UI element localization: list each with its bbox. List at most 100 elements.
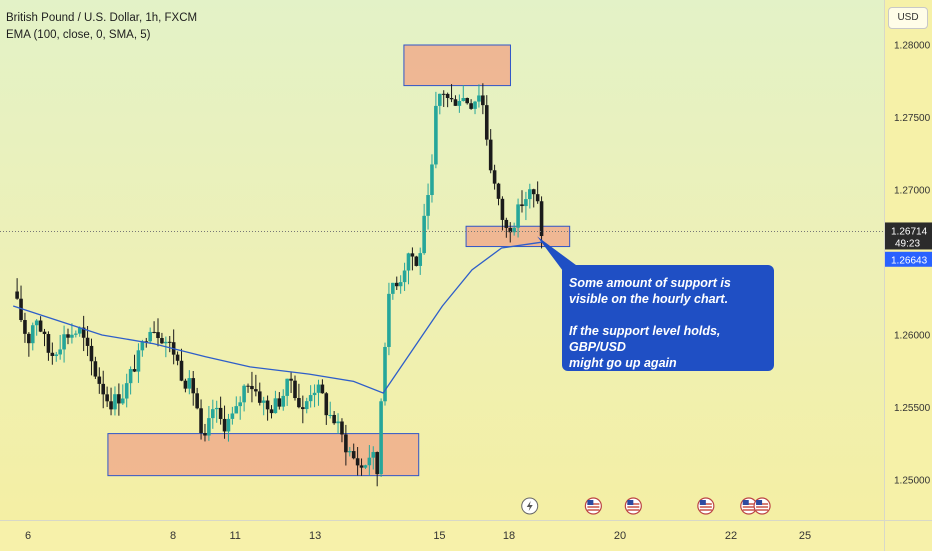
candle-body — [379, 401, 383, 475]
candle-body — [457, 100, 462, 106]
candle-body — [15, 291, 19, 299]
us-flag-canton — [627, 500, 634, 505]
candle-body — [441, 93, 446, 95]
candle-body — [344, 434, 348, 453]
candle-body — [445, 93, 450, 99]
chart-title[interactable]: British Pound / U.S. Dollar, 1h, FXCM — [6, 12, 198, 24]
candle-body — [238, 402, 242, 407]
candle-body — [257, 391, 262, 403]
x-tick-label: 25 — [799, 530, 811, 542]
candle-body — [58, 349, 62, 355]
candle-body — [449, 98, 454, 100]
candle-body — [293, 380, 297, 399]
candle-body — [539, 201, 544, 237]
lightning-icon-glyph — [526, 501, 533, 511]
countdown-label: 49:23 — [895, 238, 920, 249]
candle-body — [105, 394, 109, 402]
y-tick-label: 1.27000 — [894, 186, 931, 197]
candle-body — [426, 195, 430, 216]
candle-body — [304, 401, 309, 410]
y-tick-label: 1.26000 — [894, 331, 931, 342]
candle-body — [520, 204, 524, 207]
candle-body — [289, 378, 293, 381]
callout-line-1: Some amount of support is — [569, 276, 731, 290]
candle-body — [500, 198, 505, 220]
ema-value-label: 1.26643 — [891, 255, 928, 266]
candle-body — [124, 383, 129, 399]
candle-body — [30, 325, 35, 344]
candle-body — [101, 383, 106, 395]
candle-body — [430, 164, 434, 196]
y-tick-label: 1.25500 — [894, 403, 931, 414]
candle-body — [398, 282, 403, 287]
candle-body — [191, 378, 196, 394]
candle-body — [23, 320, 27, 334]
us-flag-canton — [587, 500, 594, 505]
candle-body — [152, 331, 156, 333]
candle-body — [128, 369, 133, 384]
candle-body — [42, 331, 47, 335]
candle-body — [136, 350, 141, 372]
candle-body — [496, 183, 501, 199]
candle-body — [167, 341, 172, 343]
x-tick-label: 18 — [503, 530, 515, 542]
candle-body — [481, 95, 485, 106]
candle-body — [281, 395, 286, 407]
candle-body — [351, 451, 356, 459]
candle-body — [261, 400, 266, 403]
candle-body — [179, 360, 184, 381]
x-tick-label: 13 — [309, 530, 321, 542]
candle-body — [113, 394, 117, 410]
candle-body — [316, 384, 321, 393]
candle-body — [140, 341, 145, 351]
currency-badge[interactable]: USD — [888, 7, 928, 29]
candle-body — [109, 401, 113, 410]
candle-body — [394, 282, 399, 287]
x-tick-label: 11 — [229, 530, 240, 542]
candle-body — [488, 139, 493, 171]
candle-body — [144, 341, 149, 343]
candle-body — [156, 332, 160, 339]
candle-body — [383, 346, 387, 402]
candle-body — [320, 384, 325, 394]
candle-body — [347, 451, 352, 453]
candle-body — [273, 398, 278, 414]
candle-body — [434, 105, 438, 165]
candle-body — [367, 457, 372, 466]
candle-body — [34, 320, 39, 326]
candle-body — [387, 293, 391, 347]
candle-body — [218, 407, 223, 419]
candle-body — [391, 282, 395, 294]
candle-body — [492, 170, 497, 184]
last-price-label: 1.26714 — [891, 226, 928, 237]
us-flag-canton — [742, 500, 749, 505]
callout-line-2: visible on the hourly chart. — [569, 292, 729, 306]
indicator-legend[interactable]: EMA (100, close, 0, SMA, 5) — [6, 29, 151, 41]
callout-line-4: might go up again — [569, 356, 677, 370]
candle-body — [117, 394, 121, 404]
candle-body — [265, 400, 270, 410]
candle-body — [453, 99, 458, 106]
candle-body — [363, 465, 368, 468]
candle-body — [504, 219, 509, 228]
candle-body — [81, 327, 86, 338]
candle-body — [160, 338, 164, 344]
candle-body — [120, 398, 125, 404]
candle-body — [234, 406, 239, 414]
candle-body — [97, 376, 102, 384]
time-axis[interactable] — [0, 520, 884, 551]
candle-body — [359, 465, 364, 468]
candle-body — [207, 418, 211, 436]
support-resistance-zone-0 — [107, 433, 420, 477]
x-tick-label: 22 — [725, 530, 737, 542]
candle-body — [473, 101, 477, 109]
candle-body — [50, 352, 55, 356]
candle-body — [70, 334, 74, 338]
candle-body — [93, 361, 98, 377]
candle-body — [66, 334, 70, 338]
candle-body — [461, 98, 466, 101]
candle-body — [203, 433, 207, 436]
y-tick-label: 1.27500 — [894, 113, 931, 124]
candle-body — [85, 337, 90, 346]
